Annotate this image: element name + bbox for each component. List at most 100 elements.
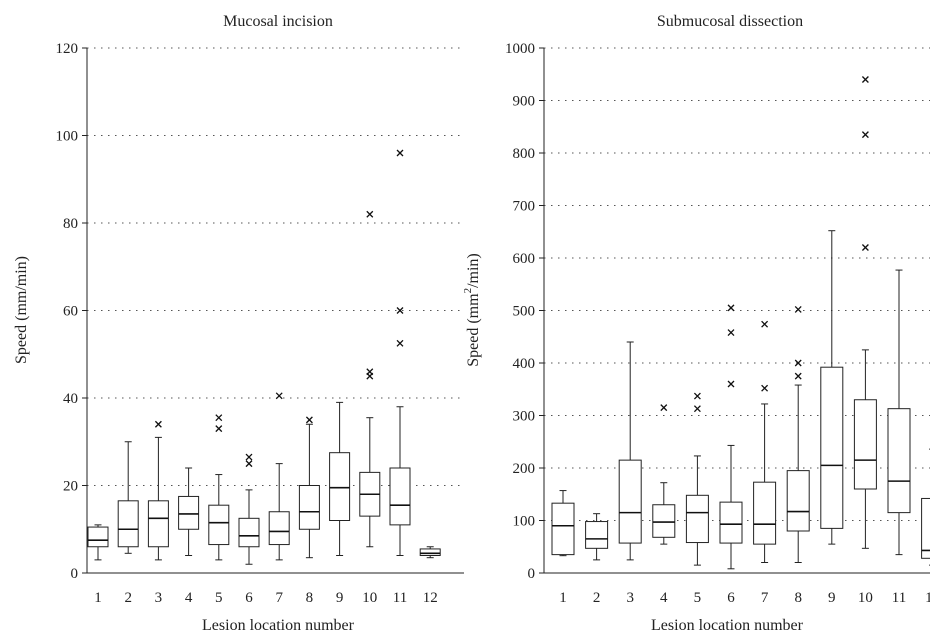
box-12 — [419, 546, 441, 559]
outlier-marker — [305, 416, 313, 424]
outlier-marker — [727, 329, 735, 337]
panel-submucosal-dissection: Submucosal dissection Speed (mm2/min) Le… — [462, 13, 930, 634]
box-12 — [921, 448, 930, 566]
outlier-marker — [761, 320, 769, 328]
y-tick-label: 40 — [63, 391, 78, 407]
x-axis-label: Lesion location number — [651, 617, 804, 634]
iqr-box — [618, 459, 642, 544]
outlier-stroke — [396, 149, 404, 157]
x-tick-label: 6 — [245, 590, 253, 606]
outlier-stroke — [727, 329, 735, 337]
outlier-marker — [660, 404, 668, 412]
outlier-stroke — [794, 305, 802, 313]
box-5 — [208, 414, 230, 561]
box-6 — [719, 304, 743, 570]
x-tick-label: 11 — [892, 590, 906, 606]
box-11 — [887, 269, 911, 556]
y-tick-label: 0 — [528, 566, 536, 582]
box-10 — [359, 210, 381, 548]
outlier-stroke — [366, 210, 374, 218]
x-tick-label: 6 — [727, 590, 735, 606]
outlier-stroke — [154, 420, 162, 428]
boxes — [551, 76, 930, 570]
x-tick-label: 11 — [393, 590, 407, 606]
box-1 — [87, 524, 109, 561]
outlier-stroke — [727, 304, 735, 312]
grid — [87, 47, 464, 486]
iqr-box — [419, 548, 441, 556]
x-tick-label: 2 — [124, 590, 132, 606]
outlier-stroke — [396, 307, 404, 314]
outlier-marker — [794, 372, 802, 380]
box-7 — [753, 320, 777, 563]
iqr-box — [178, 495, 200, 530]
iqr-box — [719, 501, 743, 544]
y-axis-label: Speed (mm/min) — [13, 256, 30, 364]
outlier-stroke — [761, 320, 769, 328]
outlier-marker — [794, 359, 802, 367]
outlier-marker — [366, 368, 374, 376]
outlier-marker — [727, 304, 735, 312]
y-tick-label: 20 — [63, 479, 78, 495]
outlier-marker — [761, 384, 769, 392]
box-7 — [268, 392, 290, 561]
box-8 — [298, 416, 320, 559]
x-tick-label: 2 — [593, 590, 601, 606]
outlier-marker — [727, 380, 735, 388]
iqr-box — [551, 502, 575, 556]
x-tick-label: 10 — [858, 590, 873, 606]
x-tick-label: 1 — [559, 590, 567, 606]
outlier-marker — [366, 210, 374, 218]
box-6 — [238, 453, 260, 565]
y-axis-label-superscript: 2 — [462, 288, 474, 294]
outlier-marker — [794, 305, 802, 313]
outlier-stroke — [794, 372, 802, 380]
outlier-stroke — [761, 384, 769, 392]
outlier-stroke — [660, 404, 668, 412]
iqr-box — [87, 526, 109, 548]
outlier-marker — [693, 392, 701, 400]
box-9 — [820, 230, 844, 545]
iqr-box — [329, 452, 351, 521]
box-10 — [853, 76, 877, 549]
y-tick-label: 100 — [56, 129, 79, 145]
iqr-box — [853, 399, 877, 490]
x-tick-label: 5 — [694, 590, 702, 606]
outlier-marker — [275, 392, 283, 400]
outlier-stroke — [727, 380, 735, 388]
outlier-marker — [396, 149, 404, 157]
y-tick-label: 900 — [513, 94, 536, 110]
outlier-marker — [861, 76, 869, 83]
y-tick-label: 400 — [513, 356, 536, 372]
box-2 — [117, 441, 139, 554]
y-tick-label: 0 — [71, 566, 79, 582]
y-tick-label: 80 — [63, 216, 78, 232]
outlier-stroke — [305, 416, 313, 424]
outlier-marker — [215, 414, 223, 422]
outlier-marker — [245, 460, 253, 468]
iqr-box — [208, 504, 230, 546]
x-tick-label: 7 — [761, 590, 769, 606]
iqr-box — [585, 521, 609, 549]
box-3 — [618, 341, 642, 561]
x-tick-label: 5 — [215, 590, 223, 606]
x-tick-label: 4 — [660, 590, 668, 606]
iqr-box — [753, 481, 777, 545]
y-axis-label-main: Speed (mm — [465, 293, 482, 367]
iqr-box — [238, 517, 260, 548]
outlier-stroke — [693, 392, 701, 400]
iqr-box — [652, 504, 676, 538]
box-4 — [652, 404, 676, 545]
outlier-marker — [861, 131, 869, 139]
iqr-box — [298, 485, 320, 530]
x-tick-label: 1 — [94, 590, 102, 606]
x-tick-label: 3 — [626, 590, 634, 606]
y-tick-label: 700 — [513, 199, 536, 215]
y-tick-label: 600 — [513, 251, 536, 267]
x-axis-label: Lesion location number — [202, 617, 355, 634]
x-tick-label: 8 — [306, 590, 314, 606]
box-4 — [178, 467, 200, 556]
iqr-box — [147, 500, 169, 548]
